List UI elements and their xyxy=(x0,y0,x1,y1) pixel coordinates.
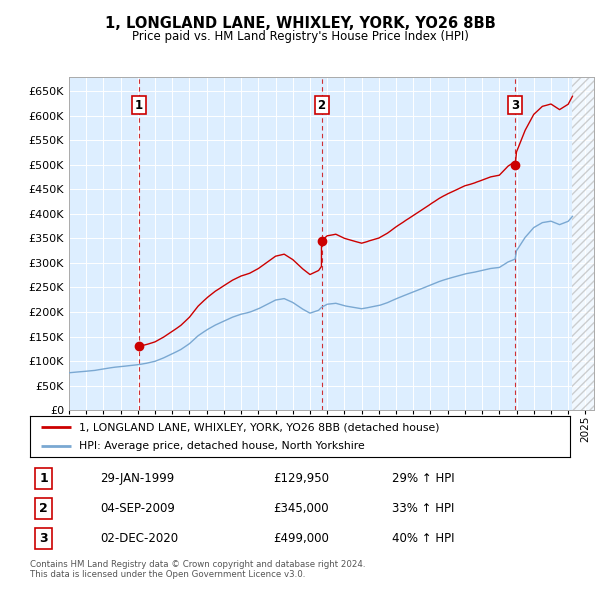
Text: £345,000: £345,000 xyxy=(273,502,329,515)
Text: £499,000: £499,000 xyxy=(273,532,329,545)
Text: 2: 2 xyxy=(39,502,48,515)
Text: Contains HM Land Registry data © Crown copyright and database right 2024.: Contains HM Land Registry data © Crown c… xyxy=(30,559,365,569)
Text: 29% ↑ HPI: 29% ↑ HPI xyxy=(392,472,454,485)
Text: 2: 2 xyxy=(317,99,326,112)
Text: 02-DEC-2020: 02-DEC-2020 xyxy=(100,532,178,545)
Bar xyxy=(572,77,594,410)
Text: This data is licensed under the Open Government Licence v3.0.: This data is licensed under the Open Gov… xyxy=(30,570,305,579)
Text: £129,950: £129,950 xyxy=(273,472,329,485)
Text: 29-JAN-1999: 29-JAN-1999 xyxy=(100,472,175,485)
Text: 3: 3 xyxy=(511,99,519,112)
Text: 04-SEP-2009: 04-SEP-2009 xyxy=(100,502,175,515)
Text: 1: 1 xyxy=(39,472,48,485)
Text: Price paid vs. HM Land Registry's House Price Index (HPI): Price paid vs. HM Land Registry's House … xyxy=(131,30,469,43)
Text: 3: 3 xyxy=(39,532,48,545)
Text: 1, LONGLAND LANE, WHIXLEY, YORK, YO26 8BB: 1, LONGLAND LANE, WHIXLEY, YORK, YO26 8B… xyxy=(104,16,496,31)
Text: 1, LONGLAND LANE, WHIXLEY, YORK, YO26 8BB (detached house): 1, LONGLAND LANE, WHIXLEY, YORK, YO26 8B… xyxy=(79,422,439,432)
Text: 33% ↑ HPI: 33% ↑ HPI xyxy=(392,502,454,515)
Text: 1: 1 xyxy=(135,99,143,112)
Bar xyxy=(572,77,594,410)
Text: HPI: Average price, detached house, North Yorkshire: HPI: Average price, detached house, Nort… xyxy=(79,441,364,451)
Text: 40% ↑ HPI: 40% ↑ HPI xyxy=(392,532,454,545)
